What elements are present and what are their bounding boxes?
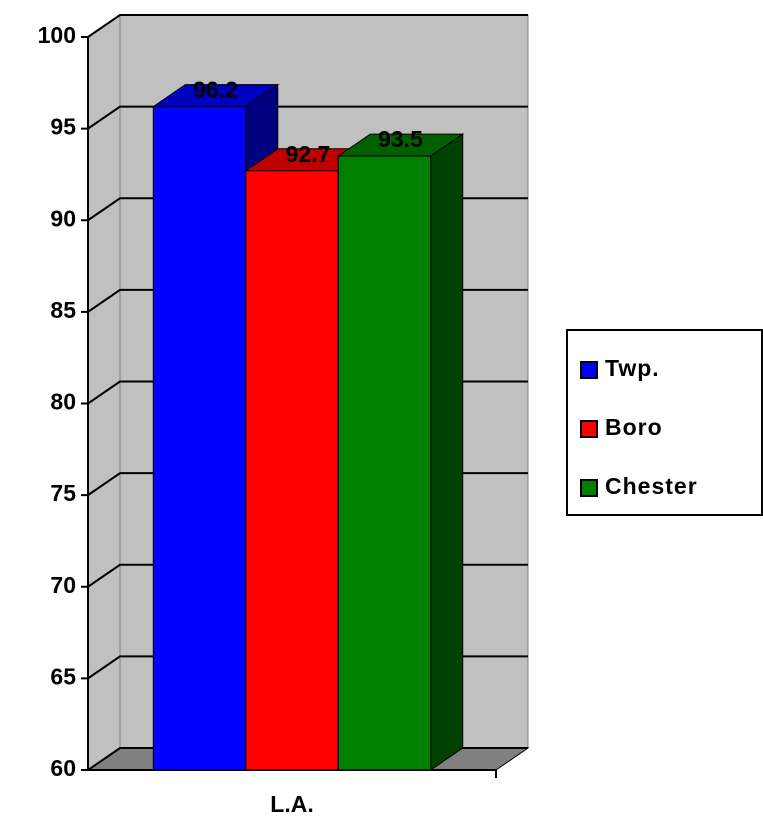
grid-line bbox=[87, 14, 528, 38]
legend-swatch bbox=[580, 479, 598, 497]
legend-box bbox=[566, 329, 763, 516]
x-tick-label: L.A. bbox=[270, 791, 313, 817]
grid-line bbox=[87, 105, 528, 130]
y-tick-label: 80 bbox=[50, 389, 76, 415]
y-tick-label: 70 bbox=[50, 572, 76, 598]
y-tick-label: 90 bbox=[50, 205, 76, 231]
bar-front bbox=[337, 155, 432, 771]
y-tick-label: 100 bbox=[38, 22, 76, 48]
data-label: 93.5 bbox=[378, 126, 423, 152]
legend-swatch bbox=[580, 420, 598, 438]
data-label: 96.2 bbox=[193, 77, 238, 103]
bar-side bbox=[430, 133, 464, 771]
bar-front bbox=[152, 106, 247, 771]
legend-swatch bbox=[580, 361, 598, 379]
data-label: 92.7 bbox=[286, 141, 331, 167]
bar-front bbox=[245, 170, 339, 771]
legend-label: Twp. bbox=[605, 355, 660, 381]
legend-label: Boro bbox=[605, 414, 663, 440]
legend-label: Chester bbox=[605, 473, 698, 499]
y-tick-label: 95 bbox=[50, 114, 76, 140]
bar bbox=[336, 133, 465, 771]
y-tick-label: 60 bbox=[50, 755, 76, 781]
y-tick-label: 65 bbox=[50, 663, 76, 689]
y-tick-label: 85 bbox=[50, 297, 76, 323]
y-tick-label: 75 bbox=[50, 480, 76, 506]
